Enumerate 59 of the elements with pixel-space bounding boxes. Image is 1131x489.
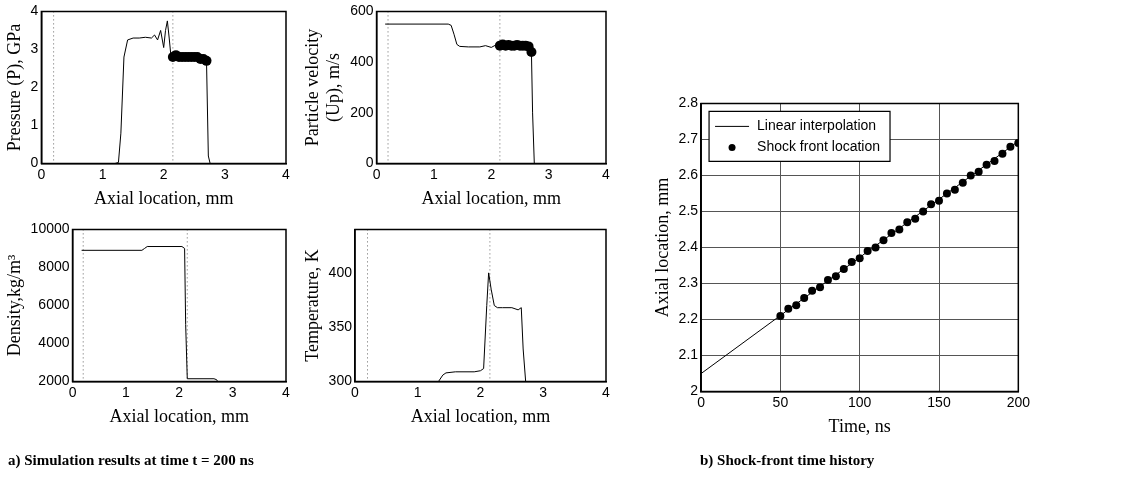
- y-tick-label: 2.1: [678, 346, 699, 363]
- y-tick-label: 2000: [38, 372, 70, 389]
- y-tick-label: 8000: [38, 258, 70, 275]
- x-tick-label: 1: [122, 383, 130, 400]
- x-tick-label: 3: [539, 383, 548, 400]
- y-tick-label: 10000: [30, 220, 70, 237]
- x-tick-label: 150: [927, 393, 951, 410]
- x-tick-label: 2: [175, 383, 184, 400]
- x-tick-label: 3: [544, 165, 553, 182]
- x-tick-label: 2: [487, 165, 496, 182]
- y-tick-label: 300: [328, 372, 353, 389]
- y-axis-title: Temperature, K: [301, 249, 322, 362]
- x-axis-title: Axial location, mm: [421, 187, 562, 208]
- x-tick-label: 3: [220, 165, 229, 182]
- y-tick-label: 1: [30, 116, 39, 133]
- x-axis-title: Time, ns: [828, 415, 891, 436]
- x-tick-label: 4: [602, 383, 611, 400]
- x-tick-label: 4: [282, 383, 291, 400]
- y-tick-label: 400: [350, 52, 374, 69]
- text: b) Shock-front time history: [700, 452, 875, 469]
- y-tick-label: 2.4: [678, 238, 699, 255]
- y-tick-label: 4: [30, 2, 39, 19]
- x-tick-label: 2: [476, 383, 485, 400]
- legend-label: Linear interpolation: [757, 117, 877, 134]
- y-tick-label: 6000: [38, 296, 70, 313]
- legend-label: Shock front location: [757, 138, 881, 155]
- y-tick-label: 2.8: [678, 94, 699, 111]
- y-tick-label: 2.5: [678, 202, 699, 219]
- y-tick-label: 400: [328, 263, 353, 280]
- y-tick-label: 0: [365, 154, 374, 171]
- x-tick-label: 1: [413, 383, 422, 400]
- y-axis-title: Pressure (P), GPa: [3, 23, 25, 152]
- x-tick-label: 4: [282, 165, 291, 182]
- x-tick-label: 100: [848, 393, 872, 410]
- y-tick-label: 0: [30, 154, 39, 171]
- x-tick-label: 4: [602, 165, 611, 182]
- y-tick-label: 200: [350, 103, 374, 120]
- x-axis-title: Axial location, mm: [93, 187, 234, 208]
- x-tick-label: 2: [159, 165, 168, 182]
- y-tick-label: 2.7: [678, 130, 699, 147]
- x-axis-title: Axial location, mm: [410, 405, 551, 426]
- y-axis-title: Axial location, mm: [651, 177, 672, 318]
- text: a) Simulation results at time t = 200 ns: [8, 452, 254, 469]
- y-tick-label: 2.6: [678, 166, 699, 183]
- x-tick-label: 1: [98, 165, 107, 182]
- y-tick-label: 2: [30, 78, 39, 95]
- x-tick-label: 200: [1006, 393, 1031, 410]
- y-tick-label: 2.2: [678, 310, 699, 327]
- x-tick-label: 50: [772, 393, 789, 410]
- y-tick-label: 600: [350, 2, 374, 19]
- y-tick-label: 4000: [38, 334, 70, 351]
- y-tick-label: 3: [30, 40, 39, 57]
- y-tick-label: 350: [328, 318, 353, 335]
- x-axis-title: Axial location, mm: [109, 405, 250, 426]
- y-tick-label: 2.3: [678, 274, 699, 291]
- x-tick-label: 3: [228, 383, 237, 400]
- x-tick-label: 1: [430, 165, 439, 182]
- y-axis-title: Particle velocity (Up), m/s: [301, 28, 345, 147]
- y-axis-title: Density,kg/m³: [3, 254, 24, 357]
